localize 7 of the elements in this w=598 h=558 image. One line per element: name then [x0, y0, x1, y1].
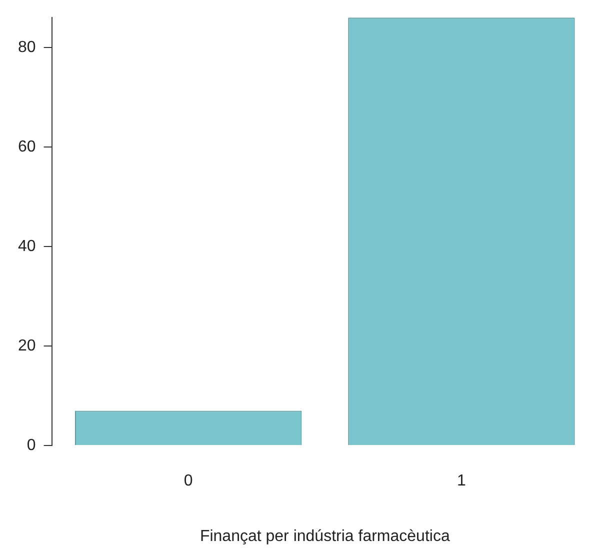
y-tick-label: 80: [18, 38, 36, 56]
y-tick-label: 40: [18, 238, 36, 255]
y-tick-label: 60: [18, 138, 36, 156]
y-tick-label: 20: [18, 337, 36, 354]
y-tick-label: 0: [26, 437, 36, 454]
x-axis-title: Finançat per indústria farmacèutica: [200, 528, 450, 545]
x-tick-label: 1: [456, 472, 466, 490]
